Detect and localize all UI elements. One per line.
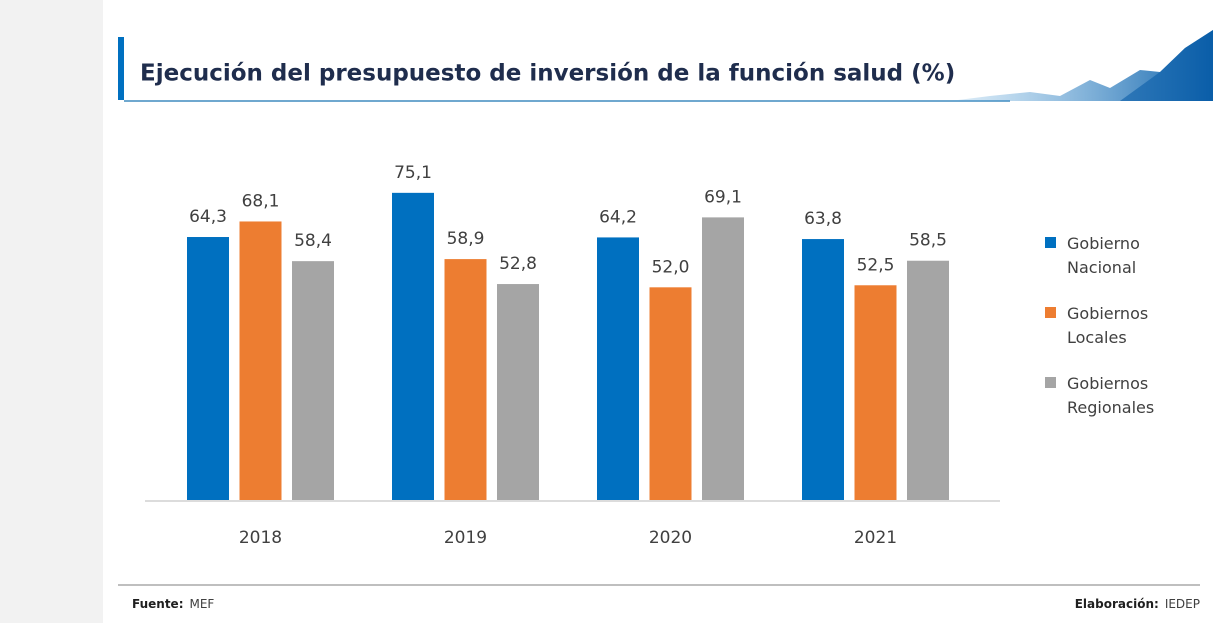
x-tick-label: 2018 [239, 528, 282, 548]
source-label: Fuente: [132, 597, 184, 611]
x-tick-label: 2021 [854, 528, 897, 548]
credit-label: Elaboración: [1075, 597, 1159, 611]
value-label: 64,2 [599, 207, 637, 227]
source: Fuente: MEF [132, 597, 214, 611]
bar [855, 285, 897, 500]
legend-label: Gobiernos Regionales [1067, 372, 1177, 420]
value-label: 69,1 [704, 187, 742, 207]
value-label: 68,1 [242, 191, 280, 211]
title-accent [118, 37, 124, 100]
bar [702, 217, 744, 500]
bar [907, 261, 949, 500]
page: Ejecución del presupuesto de inversión d… [0, 0, 1213, 623]
bar [597, 237, 639, 500]
legend-swatch [1045, 377, 1056, 388]
value-label: 58,4 [294, 231, 332, 251]
bar [650, 287, 692, 500]
bar [497, 284, 539, 500]
bar [187, 237, 229, 500]
chart-title: Ejecución del presupuesto de inversión d… [140, 61, 955, 87]
x-tick-label: 2019 [444, 528, 487, 548]
value-label: 52,8 [499, 254, 537, 274]
legend-item: Gobierno Nacional [1045, 232, 1185, 292]
bar [292, 261, 334, 500]
bar [802, 239, 844, 500]
credit: Elaboración: IEDEP [1075, 597, 1200, 611]
x-tick-label: 2020 [649, 528, 692, 548]
value-label: 52,5 [857, 255, 895, 275]
value-label: 63,8 [804, 209, 842, 229]
value-label: 64,3 [189, 207, 227, 227]
legend-swatch [1045, 307, 1056, 318]
legend-label: Gobiernos Locales [1067, 302, 1177, 350]
legend-item: Gobiernos Locales [1045, 302, 1185, 362]
value-label: 58,9 [447, 229, 485, 249]
bar [445, 259, 487, 500]
bar [240, 221, 282, 500]
credit-text: IEDEP [1165, 597, 1200, 611]
value-label: 52,0 [652, 257, 690, 277]
value-label: 58,5 [909, 231, 947, 251]
legend-item: Gobiernos Regionales [1045, 372, 1185, 432]
legend-swatch [1045, 237, 1056, 248]
bar [392, 193, 434, 500]
legend-label: Gobierno Nacional [1067, 232, 1177, 280]
chart: Ejecución del presupuesto de inversión d… [0, 0, 1213, 623]
source-text: MEF [190, 597, 215, 611]
value-label: 75,1 [394, 163, 432, 183]
